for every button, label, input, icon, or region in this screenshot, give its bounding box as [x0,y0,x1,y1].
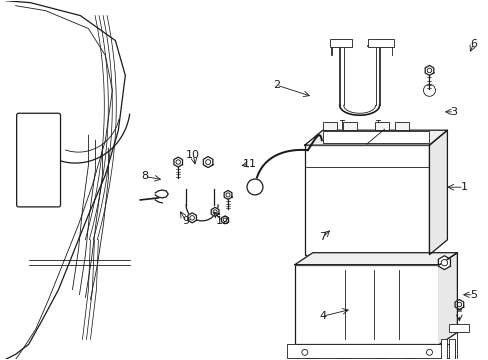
Circle shape [189,216,194,220]
Circle shape [301,349,307,355]
Circle shape [213,210,217,214]
Polygon shape [304,130,447,145]
Polygon shape [439,253,456,345]
Bar [294,265,439,345]
Polygon shape [221,216,228,224]
Bar [304,358,314,360]
Polygon shape [211,207,219,216]
Text: 10: 10 [186,150,200,160]
FancyBboxPatch shape [17,113,61,207]
Text: 2: 2 [272,80,279,90]
Text: 6: 6 [469,39,476,49]
Text: 12: 12 [215,216,229,226]
Circle shape [440,260,447,266]
Bar [304,145,428,255]
Text: 4: 4 [318,311,325,321]
Bar [404,358,414,360]
Text: 5: 5 [469,290,476,300]
Text: 11: 11 [242,159,256,169]
Circle shape [426,349,431,355]
Bar [367,39,393,46]
Circle shape [223,218,226,222]
Circle shape [205,159,210,165]
Circle shape [423,84,435,96]
Bar [448,339,454,359]
Bar [322,131,428,143]
Bar [286,345,454,358]
Text: 9: 9 [182,216,189,226]
Bar [322,122,336,130]
Polygon shape [424,66,433,75]
Polygon shape [437,256,449,270]
Text: 3: 3 [450,107,457,117]
Text: 7: 7 [318,232,325,242]
Polygon shape [174,157,182,167]
Polygon shape [428,130,447,255]
Polygon shape [224,190,231,199]
Text: 8: 8 [141,171,148,181]
Bar [441,339,447,359]
Bar [374,122,388,130]
Polygon shape [203,157,212,167]
Text: 1: 1 [460,182,467,192]
Bar [374,358,384,360]
Bar [339,358,349,360]
Polygon shape [454,300,463,310]
Bar [329,39,351,46]
Bar [394,122,407,130]
Polygon shape [187,213,196,223]
Polygon shape [294,253,456,265]
Circle shape [246,179,263,195]
Bar [448,324,468,332]
Bar [342,122,356,130]
